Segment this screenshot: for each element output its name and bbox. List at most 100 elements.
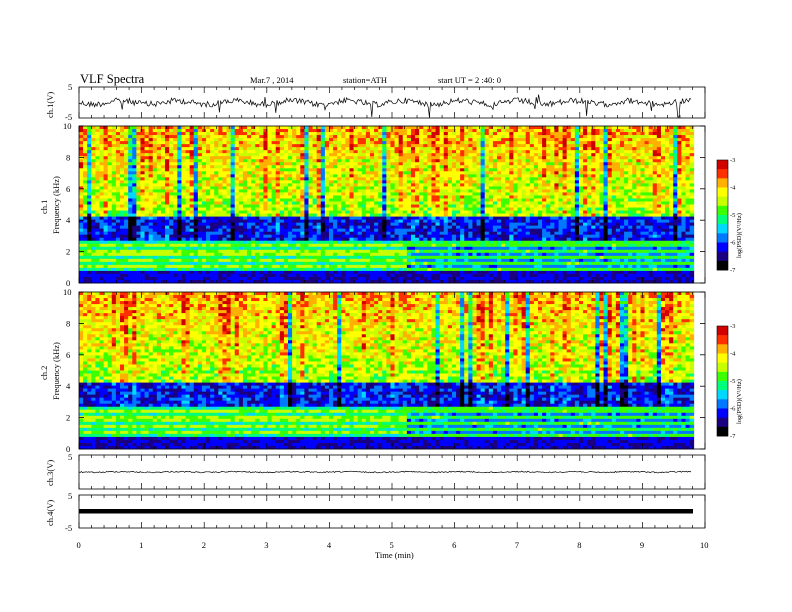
spectrogram-cell [304,261,309,266]
spectrogram-cell [181,279,186,284]
spectrogram-cell [402,162,408,166]
spectrogram-cell [288,243,293,248]
spectrogram-cell [189,189,195,193]
spectrogram-cell [419,210,424,214]
spectrogram-cell [369,267,375,272]
spectrogram-cell [173,273,178,278]
spectrogram-cell [292,174,297,178]
spectrogram-cell [99,129,104,133]
spectrogram-cell [427,231,432,236]
spectrogram-cell [156,189,162,193]
spectrogram-cell [218,231,223,236]
spectrogram-cell [415,192,420,196]
spectrogram-cell [439,216,445,220]
spectrogram-cell [333,213,338,217]
spectrogram-cell [353,264,359,269]
spectrogram-cell [390,276,395,281]
spectrogram-cell [136,270,141,275]
spectrogram-cell [148,168,154,172]
spectrogram-cell [87,237,92,242]
spectrogram-cell [169,279,174,284]
spectrogram-cell [255,177,260,181]
spectrogram-cell [111,177,117,181]
spectrogram-cell [415,264,420,269]
spectrogram-cell [173,264,178,269]
spectrogram-cell [124,129,129,133]
spectrogram-cell [451,273,457,278]
spectrogram-cell [349,132,354,136]
spectrogram-cell [136,129,141,133]
spectrogram-cell [406,198,412,202]
spectrogram-cell [132,132,137,136]
spectrogram-cell [181,207,186,211]
spectrogram-cell [398,192,404,196]
spectrogram-cell [464,186,469,190]
spectrogram-cell [152,174,158,178]
spectrogram-cell [95,147,100,151]
spectrogram-cell [132,153,137,157]
spectrogram-cell [304,219,309,224]
spectrogram-cell [177,177,182,181]
spectrogram-cell [247,162,252,166]
spectrogram-cell [83,234,88,239]
spectrogram-cell [316,126,322,130]
spectrogram-cell [234,180,240,184]
spectrogram-cell [201,189,207,193]
spectrogram-cell [292,180,297,184]
spectrogram-cell [468,126,473,130]
spectrogram-cell [423,135,428,139]
spectrogram-cell [263,228,268,233]
spectrogram-cell [230,258,236,263]
spectrogram-cell [320,207,326,211]
spectrogram-cell [447,195,453,199]
spectrogram-cell [288,249,293,254]
spectrogram-cell [312,153,318,157]
spectrogram-cell [189,216,195,220]
spectrogram-cell [263,273,268,278]
spectrogram-cell [189,177,195,181]
spectrogram-cell [263,237,268,242]
spectrogram-cell [296,150,301,154]
spectrogram-cell [226,135,232,139]
spectrogram-cell [337,156,342,160]
spectrogram-cell [398,150,404,154]
spectrogram-cell [177,174,182,178]
spectrogram-cell [464,162,469,166]
spectrogram-cell [300,222,305,227]
spectrogram-cell [431,255,436,260]
spectrogram-cell [247,270,252,275]
spectrogram-cell [132,159,137,163]
spectrogram-cell [226,264,232,269]
spectrogram-cell [160,183,166,187]
spectrogram-cell [193,216,199,220]
spectrogram-cell [394,237,400,242]
spectrogram-cell [374,201,379,205]
spectrogram-cell [210,144,215,148]
spectrogram-cell [193,138,199,142]
spectrogram-cell [357,138,363,142]
spectrogram-cell [431,132,436,136]
spectrogram-cell [156,180,162,184]
spectrogram-cell [87,252,92,257]
spectrogram-cell [304,246,309,251]
spectrogram-cell [357,219,363,224]
spectrogram-cell [386,174,391,178]
spectrogram-cell [324,192,330,196]
spectrogram-cell [324,240,330,245]
spectrogram-cell [206,255,211,260]
spectrogram-cell [181,144,186,148]
spectrogram-cell [189,192,195,196]
spectrogram-cell [382,219,387,224]
spectrogram-cell [447,258,453,263]
spectrogram-cell [447,201,453,205]
spectrogram-cell [242,138,248,142]
spectrogram-cell [328,138,334,142]
spectrogram-cell [320,267,326,272]
spectrogram-cell [320,132,326,136]
spectrogram-cell [119,273,125,278]
spectrogram-cell [111,132,117,136]
spectrogram-cell [300,180,305,184]
spectrogram-cell [259,165,264,169]
spectrogram-cell [312,159,318,163]
spectrogram-cell [296,237,301,242]
